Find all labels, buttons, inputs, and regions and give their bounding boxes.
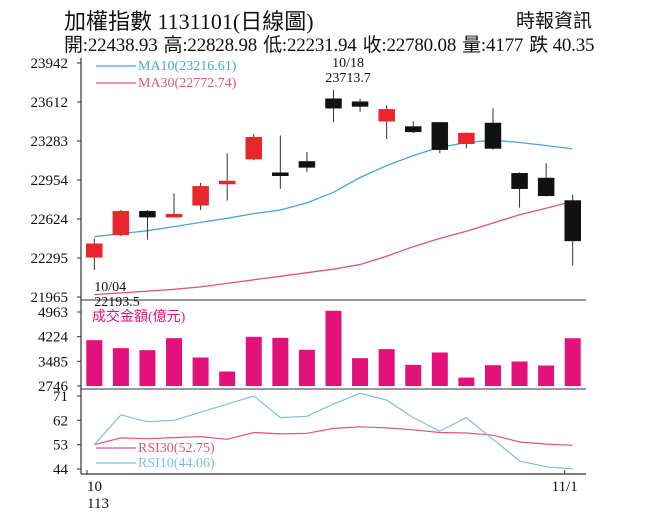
ohlc-stats: 開:22438.93 高:22828.98 低:22231.94 收:22780.08…: [64, 30, 595, 57]
x-tick-sublabel: 113: [87, 496, 109, 512]
chart-title: 加權指數 1131101(日線圖): [64, 9, 314, 34]
ma30-legend-label: MA30(22772.74): [138, 76, 237, 91]
ma30-line: [94, 200, 573, 296]
candle-down: [351, 101, 369, 107]
volume-bar: [139, 350, 156, 386]
y-tick-label: 62: [53, 413, 68, 429]
candle-down: [298, 161, 316, 168]
y-tick-label: 22624: [31, 212, 69, 228]
y-tick-label: 23942: [31, 56, 69, 72]
rsi30-line: [94, 426, 573, 446]
volume-bar: [272, 337, 289, 386]
rsi10-legend-label: RSI10(44.06): [138, 456, 215, 471]
volume-bar: [458, 377, 475, 386]
y-tick-label: 2746: [38, 379, 69, 395]
volume-bar: [219, 371, 236, 386]
volume-bar: [352, 358, 369, 386]
high-annotation-value: 23713.7: [325, 71, 371, 86]
high-annotation-date: 10/18: [332, 56, 364, 71]
volume-bar: [538, 365, 555, 386]
stat-volume: 量:4177: [462, 35, 524, 56]
x-tick-label: 10: [87, 479, 102, 495]
low-annotation-date: 10/04: [94, 280, 126, 295]
volume-bar: [298, 349, 315, 386]
candle-down: [511, 173, 528, 189]
candle-down: [404, 126, 422, 133]
candle-up: [86, 243, 103, 258]
volume-bar: [431, 352, 448, 386]
volume-bar: [511, 361, 528, 386]
volume-bar: [484, 365, 501, 386]
y-tick-label: 71: [53, 389, 68, 405]
y-tick-label: 44: [53, 462, 69, 478]
volume-bar: [166, 338, 183, 386]
volume-bar: [405, 364, 422, 386]
volume-bar: [378, 349, 395, 386]
stat-low: 低:22231.94: [263, 35, 357, 56]
y-tick-label: 21965: [31, 290, 69, 306]
candle-up: [245, 136, 263, 160]
ma10-line: [94, 139, 573, 238]
x-tick-label: 11/1: [552, 479, 578, 495]
volume-bar: [86, 340, 103, 386]
candle-down: [431, 122, 449, 150]
stat-change: 跌 40.35: [529, 35, 595, 56]
candle-up: [165, 213, 183, 218]
candle-up: [112, 210, 130, 236]
candle-down: [139, 210, 156, 218]
low-annotation-value: 22193.5: [94, 295, 140, 310]
candle-up: [378, 109, 395, 122]
y-tick-label: 23283: [31, 134, 69, 150]
candle-down: [272, 172, 289, 176]
y-tick-label: 53: [53, 438, 68, 454]
source-label: 時報資訊: [516, 11, 593, 32]
candle-down: [484, 122, 502, 149]
volume-bar: [112, 348, 129, 386]
candle-down: [564, 200, 581, 242]
y-tick-label: 22295: [31, 251, 69, 267]
volume-bar: [325, 310, 342, 386]
stat-close: 收:22780.08: [362, 35, 457, 56]
y-tick-label: 4224: [38, 330, 69, 346]
volume-bar: [192, 357, 209, 386]
rsi30-legend-label: RSI30(52.75): [138, 441, 215, 456]
y-tick-label: 23612: [31, 95, 69, 111]
candle-up: [218, 180, 236, 185]
volume-title: 成交金額(億元): [92, 308, 186, 325]
y-tick-label: 4963: [38, 305, 68, 321]
rsi10-line: [93, 392, 573, 470]
ma10-legend-label: MA10(23216.61): [138, 59, 237, 74]
candle-up: [458, 132, 475, 144]
candle-down: [537, 177, 555, 197]
y-tick-label: 3485: [38, 354, 68, 370]
candle-up: [192, 186, 209, 206]
stat-open: 開:22438.93: [64, 35, 158, 56]
stat-high: 高:22828.98: [163, 35, 258, 56]
volume-bar: [564, 338, 581, 386]
candle-down: [325, 98, 342, 109]
y-tick-label: 22954: [31, 173, 69, 189]
volume-bar: [245, 336, 262, 386]
